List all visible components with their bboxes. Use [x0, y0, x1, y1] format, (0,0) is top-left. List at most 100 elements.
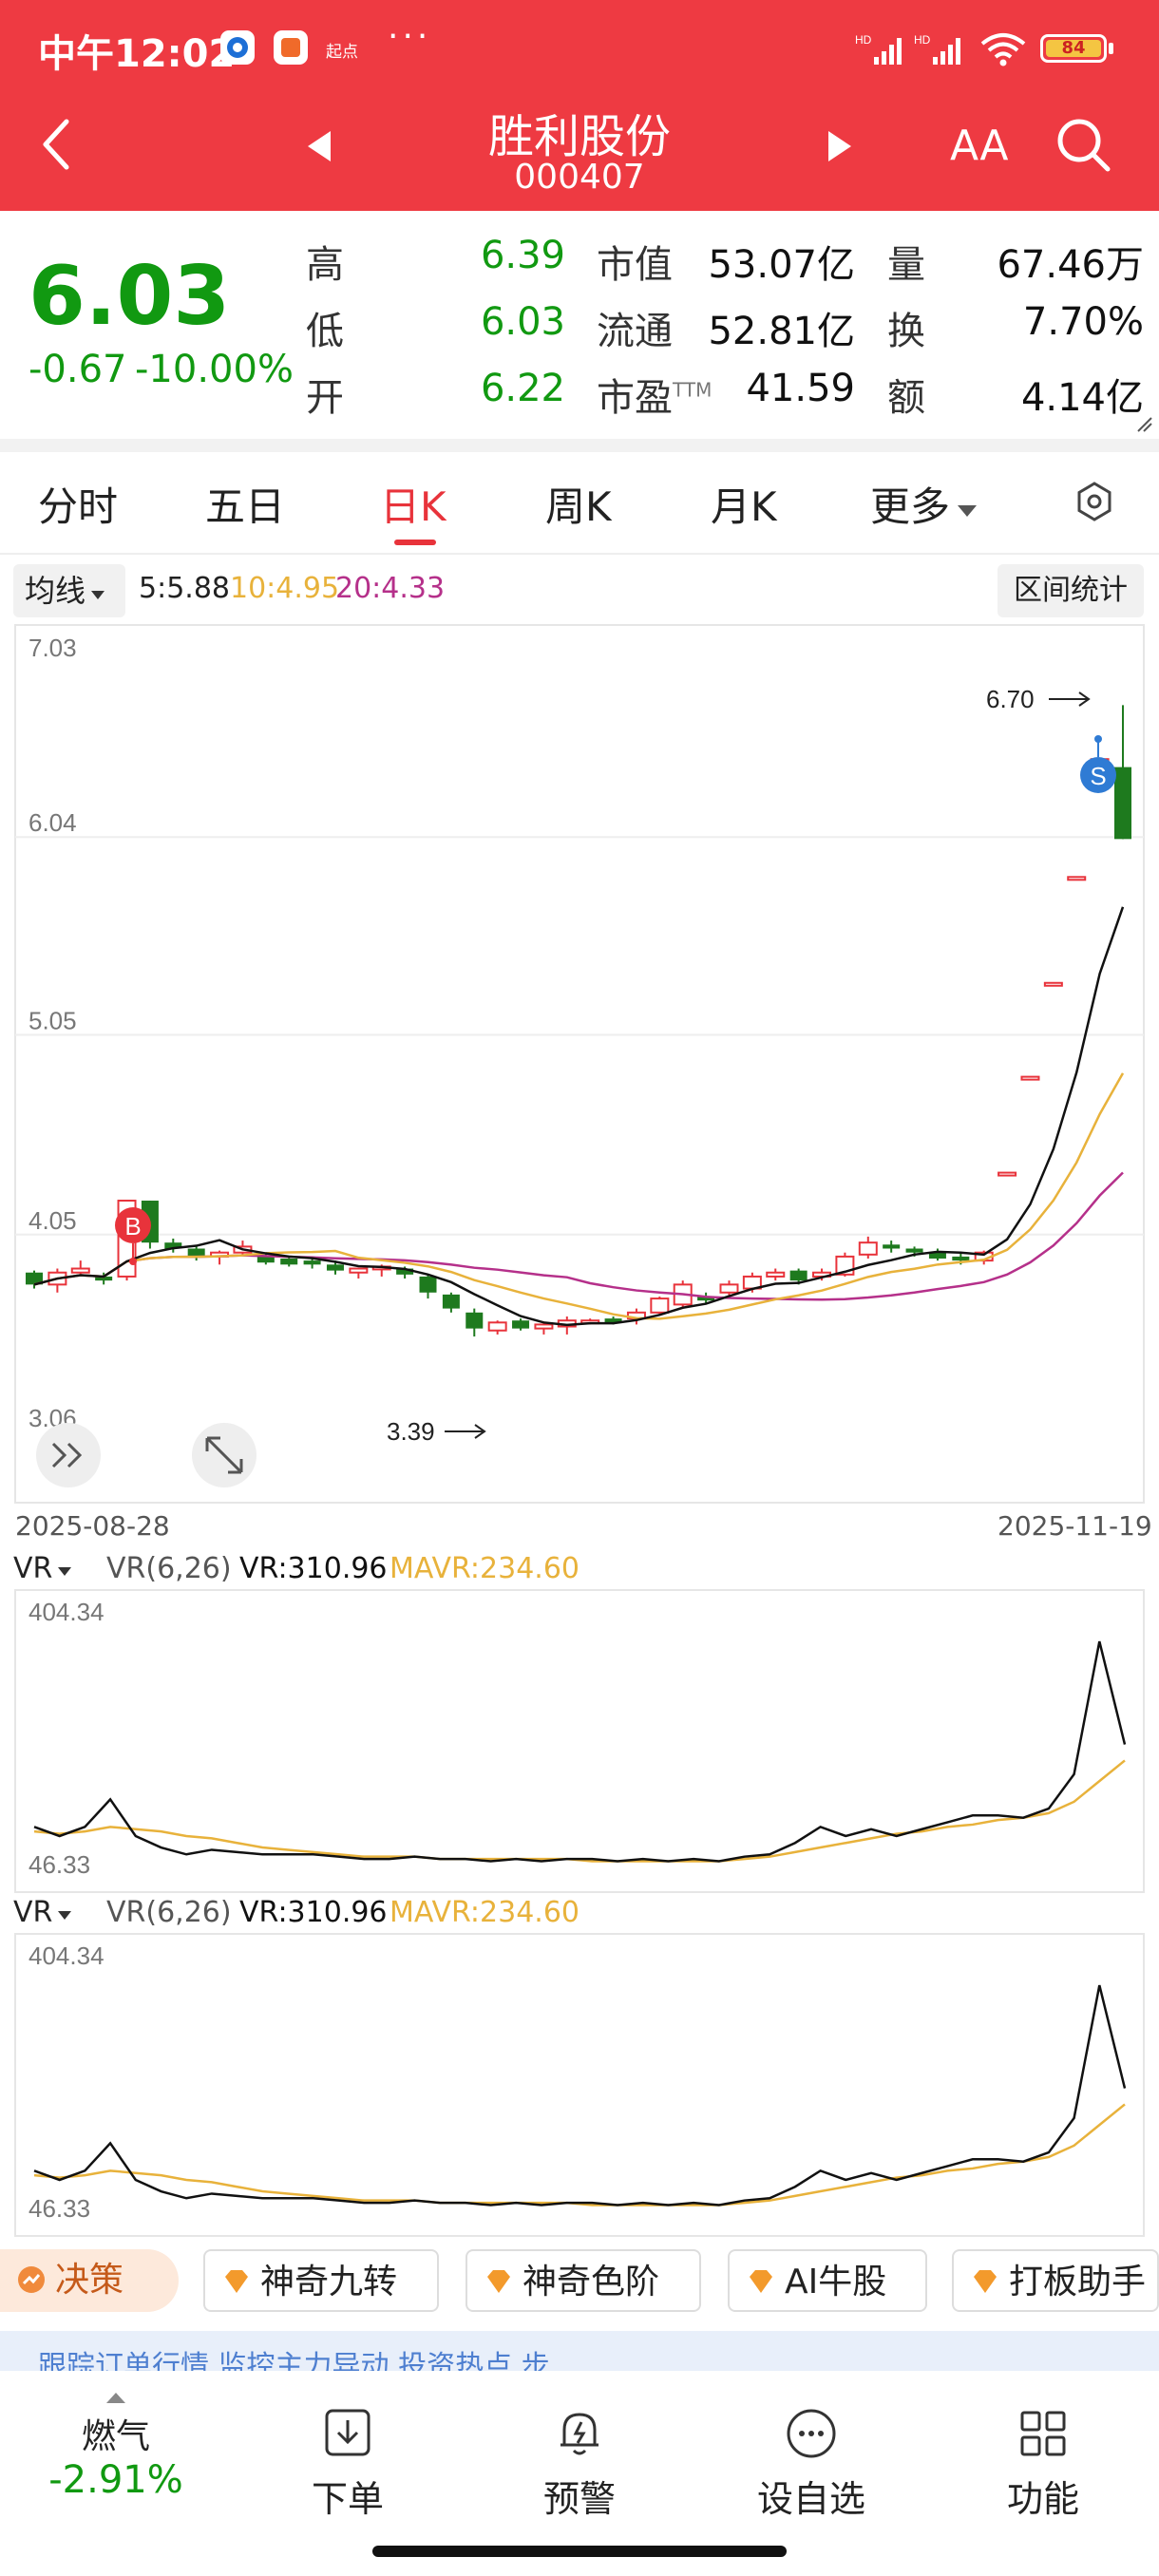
amount-value: 4.14亿	[1020, 376, 1144, 420]
battery-cap	[1109, 43, 1113, 54]
buy-marker-b: B	[115, 1207, 151, 1265]
indicator-frame	[14, 1933, 1145, 2237]
vr-line	[33, 1984, 1127, 2207]
nav-functions[interactable]: 功能	[967, 2403, 1119, 2522]
vr-chart-1[interactable]: 404.34 46.33	[0, 1588, 1159, 1894]
tool-label: 打板助手	[1009, 2263, 1147, 2301]
bottom-nav	[0, 2371, 1159, 2576]
tab-five-day[interactable]: 五日	[205, 483, 286, 530]
settings-icon[interactable]	[1074, 481, 1115, 522]
search-icon[interactable]	[1053, 114, 1113, 175]
caret-down-icon	[958, 505, 978, 517]
quote-panel	[0, 211, 1159, 439]
nav-order[interactable]: 下单	[272, 2403, 424, 2522]
candle-down	[883, 1244, 901, 1249]
tab-daily-k[interactable]: 日K	[380, 483, 446, 530]
float-value: 52.81亿	[708, 310, 855, 353]
volume-value: 67.46万	[997, 243, 1144, 287]
indicator-selector[interactable]: VR	[13, 1892, 99, 1934]
decision-icon	[18, 2266, 45, 2293]
nav-alert[interactable]: 预警	[504, 2403, 656, 2522]
limit-up-tool-button[interactable]: 打板助手	[952, 2249, 1159, 2312]
indicator-selector[interactable]: VR	[13, 1548, 99, 1590]
candle-up	[650, 1297, 670, 1314]
decision-tool-button[interactable]: 决策	[0, 2249, 179, 2312]
low-label: 低	[306, 310, 344, 353]
sentiment-indicator[interactable]: 燃气 -2.91%	[40, 2390, 192, 2502]
candle-up	[70, 1267, 90, 1274]
candle-down	[928, 1252, 946, 1260]
candle-up	[998, 1171, 1017, 1177]
grid-icon	[1020, 2411, 1066, 2456]
bell-icon	[560, 2413, 598, 2455]
ma20-value: 20:4.33	[335, 572, 446, 605]
prev-stock-icon[interactable]	[302, 127, 336, 165]
app-notification-icon	[220, 30, 255, 65]
ai-stock-tool-button[interactable]: AI牛股	[728, 2249, 927, 2312]
back-icon[interactable]	[38, 114, 76, 175]
current-price: 6.03	[28, 249, 231, 344]
high-value: 6.39	[480, 234, 565, 277]
y-tick-label: 7.03	[28, 634, 77, 662]
candle-down	[280, 1259, 298, 1265]
tab-monthly-k[interactable]: 月K	[711, 483, 777, 530]
tool-label: AI牛股	[785, 2263, 887, 2301]
candle-up	[1067, 876, 1087, 881]
y-tick-label: 4.05	[28, 1206, 77, 1235]
status-time: 中午12:02	[38, 32, 236, 76]
diamond-icon	[487, 2270, 510, 2293]
mavr-value: MAVR:234.60	[390, 1552, 580, 1585]
chart-start-date: 2025-08-28	[15, 1510, 170, 1542]
indicator-min-label: 46.33	[28, 1850, 90, 1879]
candle-down	[905, 1248, 923, 1253]
sell-marker-s: S	[1080, 735, 1116, 793]
price-change: -0.67	[28, 348, 127, 391]
indicator-params: VR(6,26)	[106, 1552, 232, 1585]
tab-more[interactable]: 更多	[870, 475, 978, 533]
candle-down	[789, 1270, 808, 1281]
ticker-text: 跟踪订单行情 监控主力异动 投资热点 步...	[38, 2350, 578, 2375]
vr-chart-2[interactable]: 404.34 46.33	[0, 1932, 1159, 2238]
magic-nine-tool-button[interactable]: 神奇九转	[203, 2249, 439, 2312]
fast-forward-button	[36, 1423, 101, 1487]
mktcap-value: 53.07亿	[708, 243, 855, 287]
mktcap-label: 市值	[597, 243, 673, 287]
qidian-badge: 起点	[326, 43, 358, 62]
tool-label: 神奇色阶	[522, 2263, 660, 2301]
candle-down	[187, 1248, 205, 1257]
magic-color-tool-button[interactable]: 神奇色阶	[466, 2249, 701, 2312]
tab-more-label: 更多	[870, 483, 951, 530]
candle-up	[1020, 1075, 1040, 1081]
range-stats-button[interactable]: 区间统计	[998, 564, 1144, 617]
candle-down	[1114, 767, 1131, 840]
font-size-button[interactable]: AA	[950, 122, 1009, 170]
ma10-line	[33, 1072, 1125, 1320]
diamond-icon	[974, 2270, 997, 2293]
ma5-line	[33, 906, 1125, 1327]
candle-down	[396, 1268, 414, 1275]
chart-frame	[14, 624, 1145, 1504]
ma-selector[interactable]: 均线	[13, 564, 125, 617]
tab-intraday[interactable]: 分时	[38, 483, 119, 530]
pe-label: 市盈TTM	[597, 367, 712, 422]
candle-down	[26, 1272, 43, 1285]
low-arrow	[445, 1424, 486, 1439]
tab-weekly-k[interactable]: 周K	[545, 483, 612, 530]
expand-corner-icon[interactable]	[1136, 416, 1153, 433]
price-change-pct: -10.00%	[135, 348, 294, 391]
next-stock-icon[interactable]	[823, 127, 857, 165]
nav-label: 功能	[1006, 2478, 1079, 2520]
high-annotation: 6.70	[986, 685, 1035, 713]
nav-label: 下单	[311, 2478, 384, 2520]
kline-chart[interactable]: 7.036.045.054.053.06 6.70 3.39 B S	[0, 622, 1159, 1506]
nav-add-watchlist[interactable]: 设自选	[735, 2403, 887, 2522]
news-ticker[interactable]: 跟踪订单行情 监控主力异动 投资热点 步...	[0, 2331, 1159, 2375]
y-tick-label: 5.05	[28, 1006, 77, 1034]
indicator-max-label: 404.34	[28, 1941, 104, 1970]
open-value: 6.22	[480, 367, 565, 410]
amount-label: 额	[887, 376, 925, 420]
download-order-icon	[325, 2409, 370, 2456]
pe-ttm-label: TTM	[673, 378, 712, 402]
indicator-frame	[14, 1589, 1145, 1893]
candle-down	[442, 1294, 460, 1309]
